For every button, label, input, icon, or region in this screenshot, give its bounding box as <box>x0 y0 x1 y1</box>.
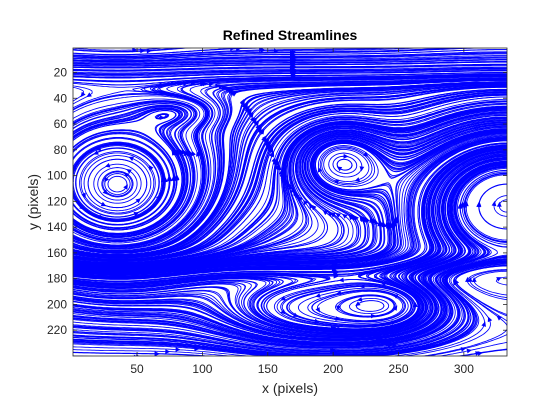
x-tick-label: 200 <box>323 362 343 376</box>
y-tick-label: 60 <box>54 117 68 131</box>
y-tick-label: 20 <box>54 65 68 79</box>
x-axis-label: x (pixels) <box>262 380 318 396</box>
x-tick-label: 50 <box>130 362 144 376</box>
x-tick-label: 250 <box>388 362 408 376</box>
y-tick-label: 120 <box>47 194 67 208</box>
y-tick-label: 40 <box>54 91 68 105</box>
y-tick-label: 220 <box>47 323 67 337</box>
y-tick-label: 160 <box>47 246 67 260</box>
y-tick-label: 100 <box>47 169 67 183</box>
y-tick-label: 200 <box>47 297 67 311</box>
x-tick-label: 150 <box>258 362 278 376</box>
y-tick-label: 180 <box>47 272 67 286</box>
y-tick-label: 140 <box>47 220 67 234</box>
x-tick-label: 300 <box>454 362 474 376</box>
y-tick-label: 80 <box>54 143 68 157</box>
chart-title: Refined Streamlines <box>223 27 358 43</box>
x-tick-label: 100 <box>192 362 212 376</box>
y-axis-label: y (pixels) <box>25 174 41 230</box>
